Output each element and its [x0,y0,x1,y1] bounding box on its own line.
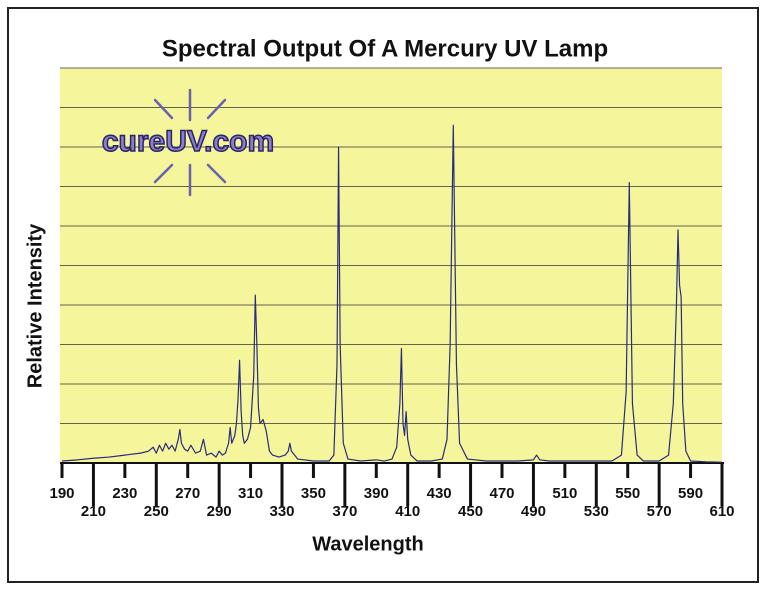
logo-text: cureUV.com [102,125,274,158]
logo [153,88,227,197]
x-tick-label: 370 [332,503,357,520]
x-tick-label: 250 [144,503,169,520]
x-tick-label: 490 [521,503,546,520]
logo-ray [206,98,227,120]
x-tick-label: 310 [238,485,263,502]
logo-ray [206,163,227,184]
x-tick-label: 390 [364,485,389,502]
x-tick-label: 610 [709,503,734,520]
x-tick-label: 230 [112,485,137,502]
x-tick-label: 410 [395,503,420,520]
x-tick-label: 210 [81,503,106,520]
chart-title: Spectral Output Of A Mercury UV Lamp [162,35,608,62]
x-tick-label: 570 [647,503,672,520]
logo-ray [153,98,174,120]
x-tick-label: 190 [49,485,74,502]
x-tick-label: 350 [301,485,326,502]
x-tick-label: 530 [584,503,609,520]
x-tick-label: 270 [175,485,200,502]
logo-ray [153,163,174,184]
x-tick-label: 470 [489,485,514,502]
x-tick-label: 450 [458,503,483,520]
x-axis-label: Wavelength [312,533,424,555]
x-tick-label: 430 [427,485,452,502]
x-tick-label: 330 [269,503,294,520]
x-tick-label: 590 [678,485,703,502]
x-tick-label: 290 [207,503,232,520]
x-tick-label: 550 [615,485,640,502]
y-axis-label: Relative Intensity [24,223,46,388]
spectrum-line [61,124,723,463]
x-tick-label: 510 [552,485,577,502]
